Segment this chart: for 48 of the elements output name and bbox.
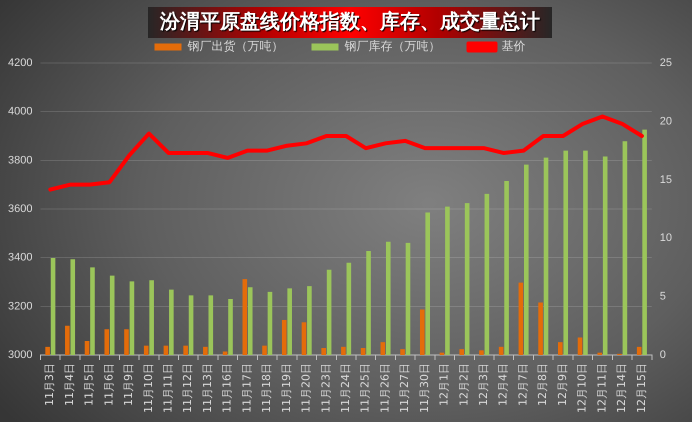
y-tick-label: 4000 <box>8 106 32 118</box>
x-tick-label: 12月4日 <box>496 363 510 406</box>
x-tick-label: 11月6日 <box>102 363 116 406</box>
y2-tick-label: 25 <box>660 57 672 70</box>
x-tick-label: 11月5日 <box>82 363 96 406</box>
y2-tick-label: 15 <box>660 174 672 186</box>
y2-tick-label: 10 <box>660 232 672 244</box>
x-tick-label: 12月8日 <box>536 363 550 406</box>
y-tick-label: 3800 <box>8 154 32 166</box>
y2-tick-label: 5 <box>660 290 666 303</box>
x-tick-label: 11月26日 <box>378 363 392 414</box>
x-tick-label: 11月25日 <box>358 363 372 414</box>
x-tick-label: 11月10日 <box>142 363 155 414</box>
y2-tick-label: 20 <box>660 115 672 128</box>
y-tick-label: 3200 <box>8 300 32 312</box>
x-tick-label: 11月13日 <box>200 363 214 414</box>
x-tick-label: 11月30日 <box>418 363 431 414</box>
x-tick-label: 11月19日 <box>280 363 293 414</box>
x-tick-label: 12月1日 <box>438 363 451 406</box>
x-tick-label: 12月9日 <box>556 363 569 406</box>
legend-label: 钢厂出货（万吨） <box>186 39 284 54</box>
x-tick-label: 11月23日 <box>319 363 332 414</box>
x-tick-label: 12月7日 <box>516 363 530 406</box>
x-tick-label: 11月3日 <box>43 363 56 406</box>
x-tick-label: 12月2日 <box>457 363 470 406</box>
x-tick-label: 11月20日 <box>300 363 313 414</box>
x-tick-label: 12月11日 <box>595 363 608 414</box>
x-tick-label: 11月11日 <box>162 363 175 414</box>
x-tick-label: 11月9日 <box>122 363 136 406</box>
x-tick-label: 11月24日 <box>338 363 352 414</box>
y-tick-label: 4200 <box>8 57 32 70</box>
x-tick-label: 11月16日 <box>220 363 234 414</box>
legend-label: 基价 <box>502 39 526 54</box>
x-tick-label: 11月27日 <box>398 363 412 414</box>
x-tick-label: 12月3日 <box>477 363 490 406</box>
y-tick-label: 3000 <box>8 349 32 362</box>
x-tick-label: 12月10日 <box>576 363 589 414</box>
x-tick-label: 12月14日 <box>615 363 628 414</box>
y-tick-label: 3400 <box>8 252 32 264</box>
legend-label: 钢厂库存（万吨） <box>344 39 440 54</box>
x-tick-label: 11月12日 <box>181 363 194 414</box>
y2-tick-label: 0 <box>660 349 666 362</box>
chart-title: 汾渭平原盘线价格指数、库存、成交量总计 <box>148 7 552 38</box>
x-tick-label: 11月4日 <box>62 363 76 406</box>
x-tick-label: 12月15日 <box>634 363 648 414</box>
x-tick-label: 11月17日 <box>240 363 254 414</box>
x-tick-label: 11月18日 <box>260 363 274 414</box>
y-tick-label: 3600 <box>8 203 32 216</box>
